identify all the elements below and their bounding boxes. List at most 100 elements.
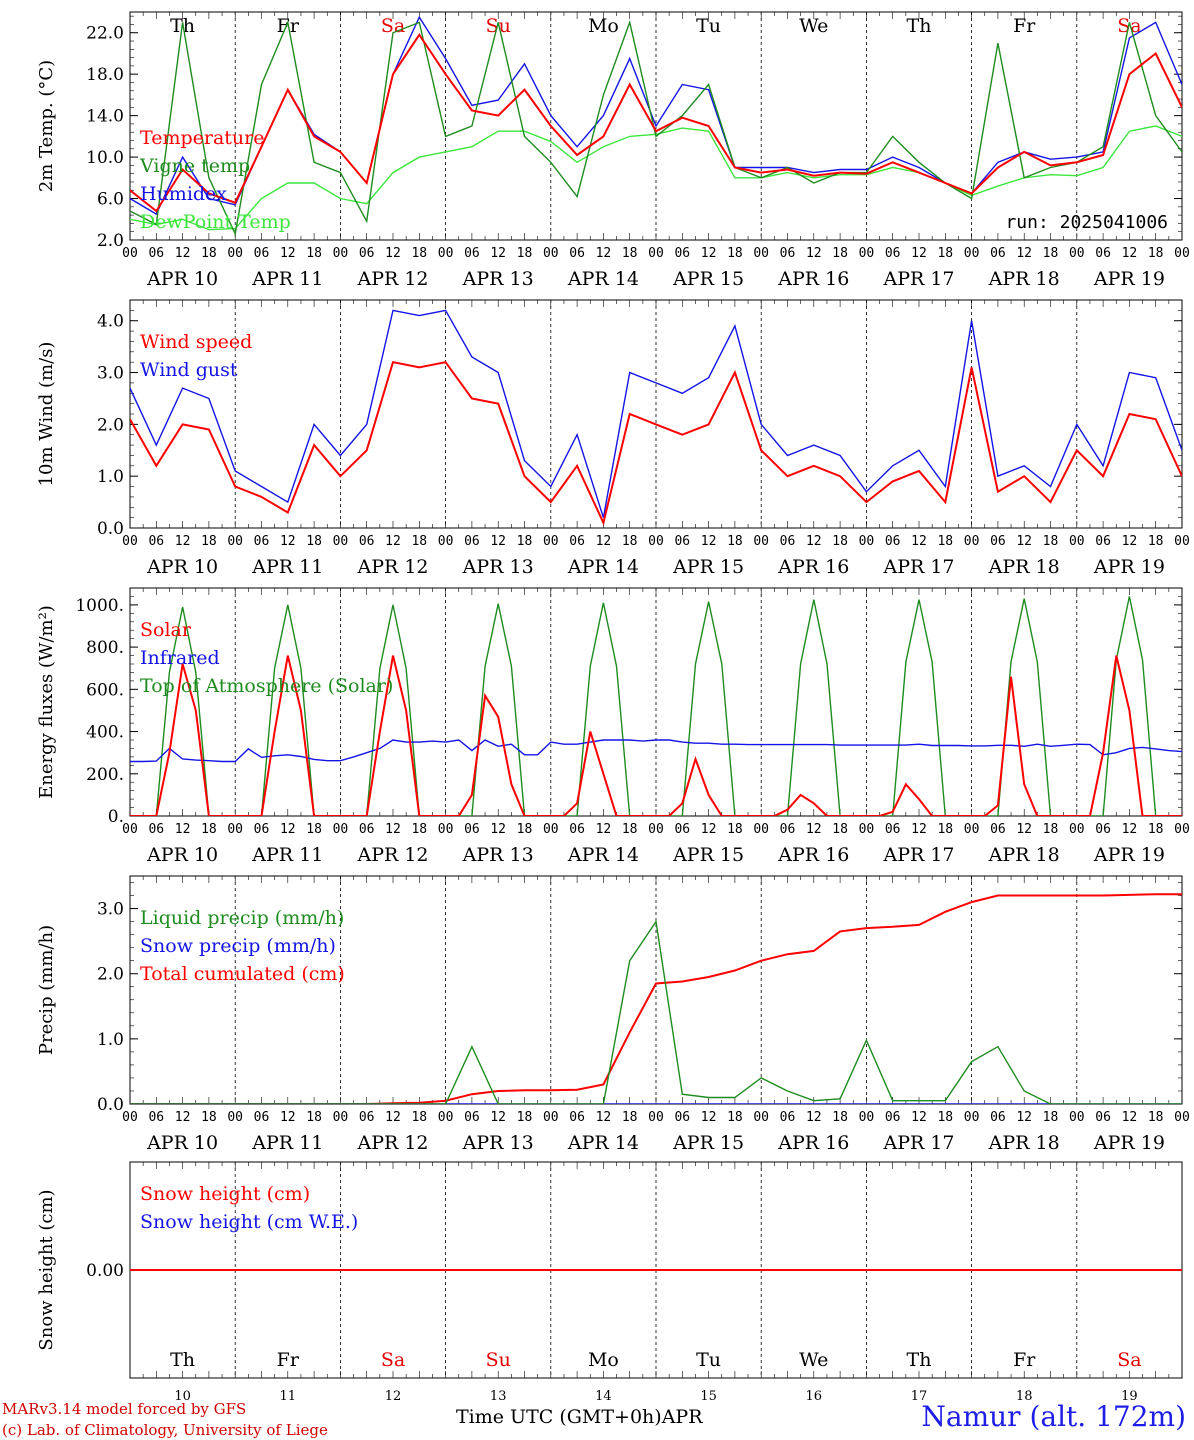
hour-tick-label: 12 <box>280 246 296 261</box>
legend-entry: Humidex <box>140 183 227 205</box>
date-label: APR 15 <box>672 1132 744 1154</box>
hour-tick-label: 00 <box>753 246 769 261</box>
date-label: APR 18 <box>988 556 1060 578</box>
hour-tick-label: 06 <box>990 822 1006 837</box>
date-label: APR 12 <box>356 556 428 578</box>
hour-tick-label: 00 <box>227 246 243 261</box>
day-number: 10 <box>174 1389 191 1404</box>
hour-tick-label: 00 <box>333 246 349 261</box>
hour-tick-label: 00 <box>122 246 138 261</box>
hour-tick-label: 06 <box>780 1110 796 1125</box>
hour-tick-label: 06 <box>569 534 585 549</box>
hour-tick-label: 12 <box>175 822 191 837</box>
y-tick-label: 2.0 <box>97 231 124 251</box>
lab-credit: (c) Lab. of Climatology, University of L… <box>2 1421 328 1439</box>
hour-tick-label: 18 <box>517 246 533 261</box>
hour-tick-label: 12 <box>806 1110 822 1125</box>
day-number: 17 <box>911 1389 928 1404</box>
hour-tick-label: 00 <box>227 822 243 837</box>
hour-tick-label: 06 <box>885 822 901 837</box>
legend-entry: Snow height (cm W.E.) <box>140 1211 358 1233</box>
hour-tick-label: 00 <box>648 246 664 261</box>
date-label: APR 14 <box>567 1132 639 1154</box>
date-label: APR 15 <box>672 556 744 578</box>
hour-tick-label: 18 <box>411 822 427 837</box>
hour-tick-label: 06 <box>885 534 901 549</box>
hour-tick-label: 18 <box>1043 1110 1059 1125</box>
y-tick-label: 0.0 <box>97 519 124 539</box>
hour-tick-label: 06 <box>359 246 375 261</box>
date-label: APR 10 <box>146 844 218 866</box>
hour-tick-label: 06 <box>569 246 585 261</box>
y-tick-label: 600. <box>86 680 124 700</box>
hour-tick-label: 00 <box>964 534 980 549</box>
hour-tick-label: 00 <box>438 534 454 549</box>
hour-tick-label: 12 <box>490 1110 506 1125</box>
hour-tick-label: 18 <box>1148 1110 1164 1125</box>
hour-tick-label: 00 <box>753 822 769 837</box>
day-name: Tu <box>696 1349 721 1371</box>
date-label: APR 13 <box>462 268 534 290</box>
hour-tick-label: 06 <box>990 534 1006 549</box>
hour-tick-label: 12 <box>1016 246 1032 261</box>
hour-tick-label: 00 <box>543 534 559 549</box>
date-label: APR 15 <box>672 268 744 290</box>
y-axis-label: 10m Wind (m/s) <box>36 342 57 487</box>
legend-entry: Temperature <box>140 127 264 149</box>
legend-entry: Infrared <box>140 647 220 669</box>
hour-tick-label: 06 <box>780 822 796 837</box>
series-line-liquid-precip-mm-h- <box>130 919 1182 1104</box>
date-label: APR 15 <box>672 844 744 866</box>
hour-tick-label: 12 <box>175 246 191 261</box>
hour-tick-label: 00 <box>227 1110 243 1125</box>
y-axis-label: Energy fluxes (W/m²) <box>36 605 57 799</box>
hour-tick-label: 06 <box>464 534 480 549</box>
hour-tick-label: 00 <box>648 822 664 837</box>
hour-tick-label: 12 <box>701 822 717 837</box>
y-tick-label: 10.0 <box>86 148 124 168</box>
hour-tick-label: 18 <box>411 534 427 549</box>
hour-tick-label: 18 <box>832 1110 848 1125</box>
hour-tick-label: 18 <box>517 822 533 837</box>
date-label: APR 11 <box>251 556 323 578</box>
time-axis-title: Time UTC (GMT+0h)APR <box>456 1406 703 1428</box>
series-line-temperature <box>130 32 1182 213</box>
hour-tick-label: 00 <box>438 1110 454 1125</box>
date-label: APR 17 <box>882 268 954 290</box>
hour-tick-label: 06 <box>254 534 270 549</box>
hour-tick-label: 12 <box>911 1110 927 1125</box>
day-number: 19 <box>1121 1389 1138 1404</box>
hour-tick-label: 00 <box>753 534 769 549</box>
month-label: APR <box>661 1406 703 1428</box>
hour-tick-label: 06 <box>148 1110 164 1125</box>
y-tick-label: 400. <box>86 723 124 743</box>
hour-tick-label: 18 <box>937 534 953 549</box>
hour-tick-label: 06 <box>885 1110 901 1125</box>
hour-tick-label: 06 <box>359 822 375 837</box>
hour-tick-label: 12 <box>385 246 401 261</box>
y-tick-label: 1.0 <box>97 1030 124 1050</box>
hour-tick-label: 12 <box>1016 534 1032 549</box>
hour-tick-label: 06 <box>1095 1110 1111 1125</box>
hour-tick-label: 00 <box>543 822 559 837</box>
hour-tick-label: 00 <box>333 822 349 837</box>
date-label: APR 16 <box>777 844 849 866</box>
hour-tick-label: 06 <box>674 1110 690 1125</box>
date-label: APR 10 <box>146 1132 218 1154</box>
hour-tick-label: 12 <box>911 246 927 261</box>
date-label: APR 19 <box>1093 268 1165 290</box>
hour-tick-label: 18 <box>201 246 217 261</box>
y-tick-label: 18.0 <box>86 65 124 85</box>
day-name: Sa <box>1117 1349 1141 1371</box>
date-label: APR 10 <box>146 556 218 578</box>
date-label: APR 14 <box>567 556 639 578</box>
y-tick-label: 2.0 <box>97 415 124 435</box>
date-label: APR 11 <box>251 268 323 290</box>
hour-tick-label: 06 <box>674 246 690 261</box>
hour-tick-label: 12 <box>1122 1110 1138 1125</box>
hour-tick-label: 06 <box>1095 822 1111 837</box>
day-name: Fr <box>1013 15 1036 37</box>
day-name: Mo <box>588 15 619 37</box>
hour-tick-label: 12 <box>1122 822 1138 837</box>
hour-tick-label: 06 <box>780 534 796 549</box>
